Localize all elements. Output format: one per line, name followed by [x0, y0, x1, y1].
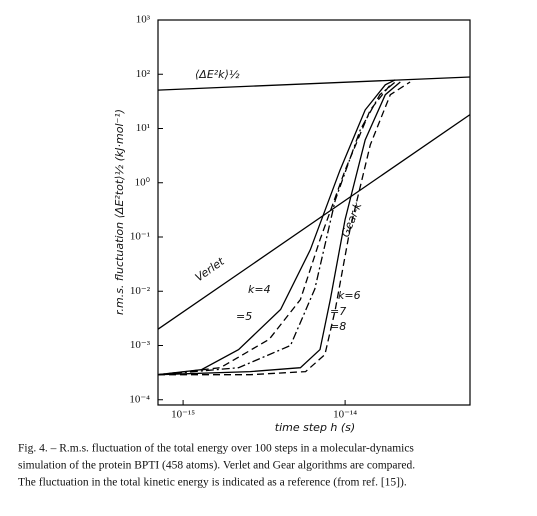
- y-tick-label: 10⁻¹: [130, 231, 150, 243]
- y-tick-label: 10⁻³: [130, 339, 151, 351]
- series-line: [157, 114, 471, 330]
- caption-line: The fluctuation in the total kinetic ene…: [18, 477, 407, 489]
- caption-line: simulation of the protein BPTI (458 atom…: [18, 460, 415, 472]
- series-label: k=6: [338, 289, 361, 302]
- series-line: [157, 79, 396, 376]
- series-label: =8: [330, 320, 346, 333]
- caption-line: Fig. 4. – R.m.s. fluctuation of the tota…: [18, 443, 414, 455]
- series-label: k=4: [248, 283, 271, 296]
- y-axis-label: r.m.s. fluctuation ⟨ΔE²tot⟩½ (kJ·mol⁻¹): [113, 109, 126, 315]
- x-tick-label: 10⁻¹⁴: [333, 409, 357, 421]
- series-line: [157, 76, 471, 91]
- x-axis-label: time step h (s): [275, 421, 355, 434]
- y-tick-label: 10¹: [136, 122, 150, 134]
- y-tick-label: 10²: [136, 68, 151, 80]
- series-line: [158, 81, 411, 376]
- series-label: Verlet: [193, 255, 227, 285]
- series-label: =5: [236, 310, 252, 323]
- y-tick-label: 10³: [136, 14, 151, 26]
- series-label: ⟨ΔE²k⟩½: [195, 68, 240, 81]
- series-line: [157, 81, 396, 376]
- y-tick-label: 10⁻²: [130, 285, 151, 297]
- x-tick-label: 10⁻¹⁵: [171, 409, 195, 421]
- y-tick-label: 10⁻⁴: [129, 393, 150, 405]
- series-line: [157, 81, 401, 376]
- plot-frame: [157, 19, 471, 406]
- series-line: [157, 84, 391, 376]
- y-tick-label: 10⁰: [135, 176, 151, 188]
- series-label: =7: [330, 305, 346, 318]
